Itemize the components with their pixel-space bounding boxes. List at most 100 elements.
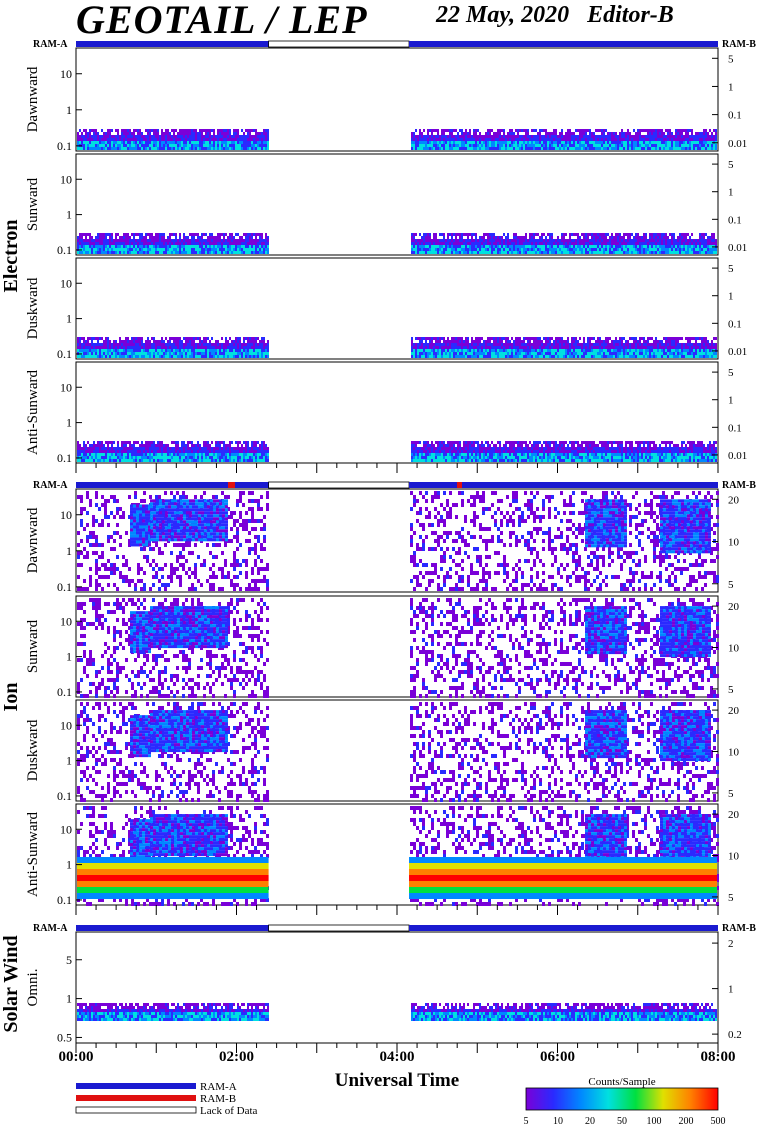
cell — [591, 138, 593, 141]
cell — [635, 352, 637, 355]
cell — [615, 236, 617, 239]
cell — [677, 251, 679, 254]
cell — [167, 141, 169, 144]
cell — [615, 352, 617, 355]
right-tick-label: 0.01 — [728, 138, 747, 150]
cell — [591, 239, 593, 242]
cell — [425, 337, 427, 340]
cell — [423, 239, 425, 242]
cell — [699, 132, 701, 135]
cell — [265, 239, 267, 242]
cell — [587, 239, 589, 242]
cell — [91, 141, 93, 144]
cell — [463, 352, 465, 355]
cell — [257, 355, 259, 358]
cell — [255, 340, 257, 343]
cell — [467, 239, 469, 242]
cell — [109, 346, 111, 349]
cell — [191, 346, 193, 349]
cell — [509, 135, 511, 138]
cell — [707, 355, 709, 358]
cell — [617, 251, 619, 254]
cell — [703, 352, 705, 355]
cell — [491, 251, 493, 254]
cell — [547, 248, 549, 251]
cell — [221, 147, 223, 150]
cell — [139, 236, 141, 239]
cell — [573, 340, 575, 343]
cell — [229, 236, 231, 239]
cell — [517, 132, 519, 135]
cell — [157, 349, 159, 352]
cell — [483, 144, 485, 147]
cell — [507, 144, 509, 147]
cell — [663, 248, 665, 251]
cell — [579, 138, 581, 141]
cell — [465, 251, 467, 254]
cell — [455, 346, 457, 349]
cell — [175, 340, 177, 343]
cell — [673, 144, 675, 147]
cell — [631, 248, 633, 251]
cell — [653, 144, 655, 147]
cell — [93, 129, 95, 132]
cell — [227, 147, 229, 150]
cell — [483, 135, 485, 138]
cell — [561, 346, 563, 349]
cell — [123, 236, 125, 239]
cell — [475, 236, 477, 239]
cell — [583, 245, 585, 248]
cell — [181, 135, 183, 138]
cell — [483, 141, 485, 144]
cell — [673, 141, 675, 144]
cell — [609, 242, 611, 245]
cell — [531, 349, 533, 352]
cell — [573, 349, 575, 352]
cell — [417, 141, 419, 144]
cell — [581, 129, 583, 132]
cell — [497, 132, 499, 135]
cell — [231, 340, 233, 343]
cell — [411, 352, 413, 355]
cell — [421, 138, 423, 141]
cell — [207, 346, 209, 349]
cell — [163, 346, 165, 349]
cell — [659, 355, 661, 358]
cell — [653, 340, 655, 343]
cell — [85, 147, 87, 150]
cell — [641, 239, 643, 242]
cell — [137, 144, 139, 147]
cell — [605, 349, 607, 352]
cell — [545, 132, 547, 135]
cell — [129, 352, 131, 355]
cell — [715, 135, 717, 138]
cell — [507, 349, 509, 352]
cell — [545, 355, 547, 358]
cell — [635, 251, 637, 254]
cell — [139, 132, 141, 135]
cell — [499, 239, 501, 242]
cell — [617, 233, 619, 236]
cell — [109, 450, 111, 453]
cell — [453, 239, 455, 242]
cell — [485, 141, 487, 144]
cell — [549, 141, 551, 144]
cell — [173, 242, 175, 245]
cell — [673, 248, 675, 251]
cell — [259, 355, 261, 358]
cell — [495, 352, 497, 355]
cell — [709, 144, 711, 147]
cell — [501, 141, 503, 144]
cell — [261, 242, 263, 245]
cell — [181, 129, 183, 132]
cell — [493, 144, 495, 147]
cell — [251, 248, 253, 251]
cell — [133, 343, 135, 346]
cell — [249, 337, 251, 340]
cell — [125, 340, 127, 343]
cell — [451, 349, 453, 352]
cell — [601, 242, 603, 245]
cell — [189, 138, 191, 141]
cell — [577, 141, 579, 144]
cell — [219, 352, 221, 355]
